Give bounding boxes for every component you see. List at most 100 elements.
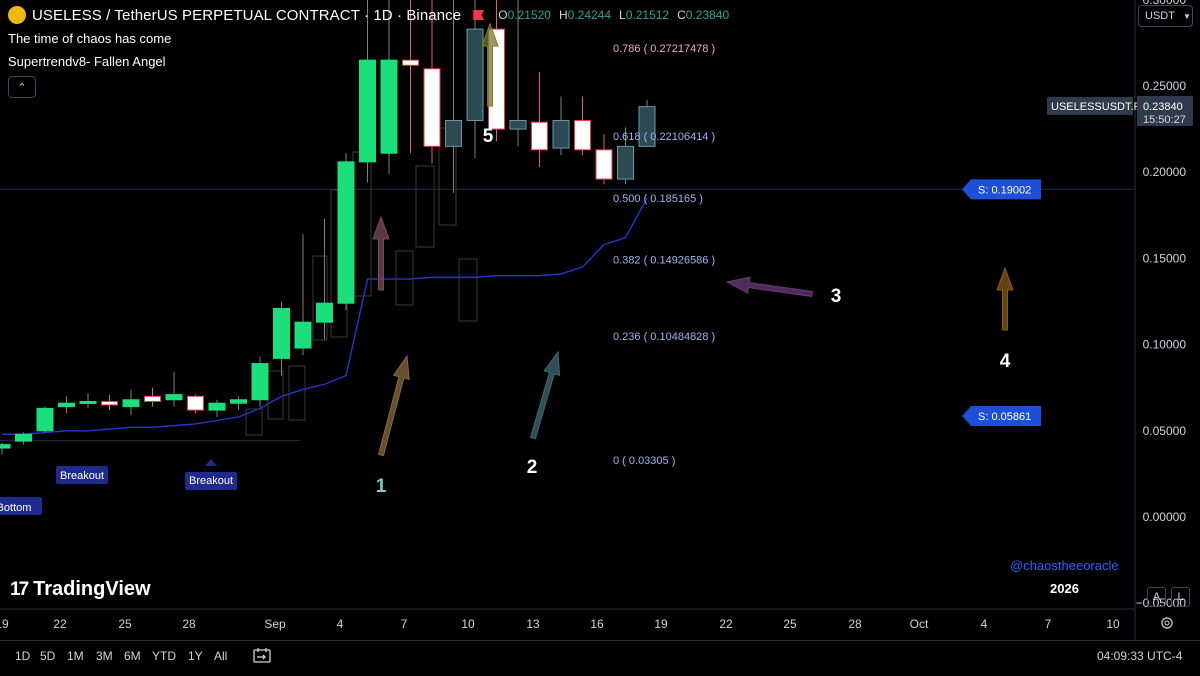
range-5d-button[interactable]: 5D xyxy=(40,649,56,663)
currency-label: USDT xyxy=(1145,10,1175,22)
ghost-candle xyxy=(395,250,414,306)
candle-body xyxy=(638,106,656,147)
supertrend-line xyxy=(2,197,648,435)
author-watermark: @chaostheeoracle xyxy=(1010,558,1119,573)
candle-body xyxy=(144,395,161,402)
ohlc-open: O0.21520 xyxy=(498,8,551,22)
x-tick-label: 19 xyxy=(0,617,9,631)
candle-body xyxy=(531,121,548,151)
fib-level-label: 0.618 ( 0.22106414 ) xyxy=(613,131,715,143)
ghost-candle xyxy=(415,165,435,248)
x-tick-label: 22 xyxy=(53,617,67,631)
ohlc-low: L0.21512 xyxy=(619,8,670,22)
candle-body xyxy=(251,363,269,401)
annotation-number: 1 xyxy=(376,476,387,497)
ghost-candle xyxy=(458,258,478,322)
indicator-title-1[interactable]: The time of chaos has come xyxy=(8,31,172,46)
fib-level-label: 0.382 ( 0.14926586 ) xyxy=(613,255,715,267)
x-tick-label: Sep xyxy=(264,617,286,631)
candle-body xyxy=(466,28,484,121)
chevron-up-icon[interactable]: ⌃ xyxy=(8,76,36,98)
range-ytd-button[interactable]: YTD xyxy=(152,649,176,663)
ghost-candle xyxy=(352,151,372,297)
y-tick-label: 0.30000 xyxy=(1143,0,1187,7)
year-label: 2026 xyxy=(1050,581,1079,596)
coin-logo-icon xyxy=(8,6,26,24)
gear-icon[interactable] xyxy=(1160,616,1174,630)
range-1y-button[interactable]: 1Y xyxy=(188,649,203,663)
arrow-5 xyxy=(481,22,499,107)
candle-body xyxy=(574,119,591,151)
range-all-button[interactable]: All xyxy=(214,649,228,663)
tradingview-logo: 17 TradingView xyxy=(10,578,151,601)
candle-body xyxy=(15,433,32,442)
fib-level-label: 0.786 ( 0.27217478 ) xyxy=(613,43,715,55)
annotation-number: 5 xyxy=(483,126,494,147)
marker-label: Breakout xyxy=(60,470,104,482)
candle-body xyxy=(380,59,398,154)
candle-body xyxy=(165,394,183,401)
marker-box xyxy=(185,472,237,490)
candle-body xyxy=(509,119,527,130)
x-tick-label: 13 xyxy=(526,617,540,631)
x-tick-label: 7 xyxy=(1045,617,1052,631)
candle-body xyxy=(552,119,570,149)
log-scale-button[interactable]: L xyxy=(1171,587,1190,607)
ghost-candle xyxy=(312,255,328,341)
range-1m-button[interactable]: 1M xyxy=(67,649,84,663)
candle-body xyxy=(595,149,613,180)
current-price-tag xyxy=(1137,95,1193,126)
level-tag-bg xyxy=(962,179,1041,200)
symbol-price-tag xyxy=(1047,96,1133,115)
auto-scale-button[interactable]: A xyxy=(1147,587,1166,607)
fib-level-label: 0.236 ( 0.10484828 ) xyxy=(613,331,715,343)
ghost-candle xyxy=(245,408,263,436)
brand-name: TradingView xyxy=(33,578,151,600)
x-tick-label: 10 xyxy=(1106,617,1120,631)
y-tick-label: 0.20000 xyxy=(1143,165,1187,179)
level-tag-label: S: 0.05861 xyxy=(978,411,1031,423)
y-tick-label: 0.25000 xyxy=(1143,79,1187,93)
flag-icon[interactable] xyxy=(473,10,485,20)
compare-icon[interactable] xyxy=(253,647,271,664)
candle-body xyxy=(122,399,140,408)
candle-body xyxy=(273,307,290,359)
chart-header: USELESS / TetherUS PERPETUAL CONTRACT · … xyxy=(8,6,729,24)
clock-timezone[interactable]: 04:09:33 UTC-4 xyxy=(1097,649,1183,663)
bottom-toolbar xyxy=(0,640,1200,676)
ghost-candle xyxy=(288,365,306,421)
y-tick-label: 0.15000 xyxy=(1143,251,1187,265)
price-chart[interactable]: 0.550000.500000.450000.400000.350000.300… xyxy=(0,0,1200,640)
candle-body xyxy=(337,161,355,304)
x-tick-label: 16 xyxy=(590,617,604,631)
fib-level-label: 0.500 ( 0.185165 ) xyxy=(613,193,703,205)
x-tick-label: 28 xyxy=(848,617,862,631)
candle-body xyxy=(294,321,312,349)
countdown-label: 15:50:27 xyxy=(1143,114,1186,126)
x-tick-label: 19 xyxy=(654,617,668,631)
marker-box xyxy=(0,497,42,515)
range-3m-button[interactable]: 3M xyxy=(96,649,113,663)
range-6m-button[interactable]: 6M xyxy=(124,649,141,663)
y-tick-label: 0.05000 xyxy=(1143,424,1187,438)
candle-body xyxy=(101,400,118,406)
arrow-1 xyxy=(377,354,410,457)
marker-label: Breakout xyxy=(189,475,233,487)
level-tag-bg xyxy=(962,405,1041,426)
range-1d-button[interactable]: 1D xyxy=(15,649,31,663)
y-tick-label: 0.00000 xyxy=(1143,510,1187,524)
candle-body xyxy=(36,407,54,432)
indicator-title-2[interactable]: Supertrendv8- Fallen Angel xyxy=(8,54,166,69)
candle-body xyxy=(402,59,419,66)
candle-body xyxy=(359,59,376,163)
candle-body xyxy=(445,119,462,147)
arrow-3 xyxy=(725,276,813,298)
symbol-title[interactable]: USELESS / TetherUS PERPETUAL CONTRACT · … xyxy=(32,6,462,24)
fib-level-label: 0 ( 0.03305 ) xyxy=(613,455,675,467)
level-tag-label: S: 0.19002 xyxy=(978,184,1031,196)
currency-selector[interactable]: USDT ▼ xyxy=(1138,5,1193,27)
x-tick-label: Oct xyxy=(910,617,929,631)
candle-body xyxy=(79,400,97,404)
x-tick-label: 22 xyxy=(719,617,733,631)
candle-body xyxy=(316,302,333,323)
